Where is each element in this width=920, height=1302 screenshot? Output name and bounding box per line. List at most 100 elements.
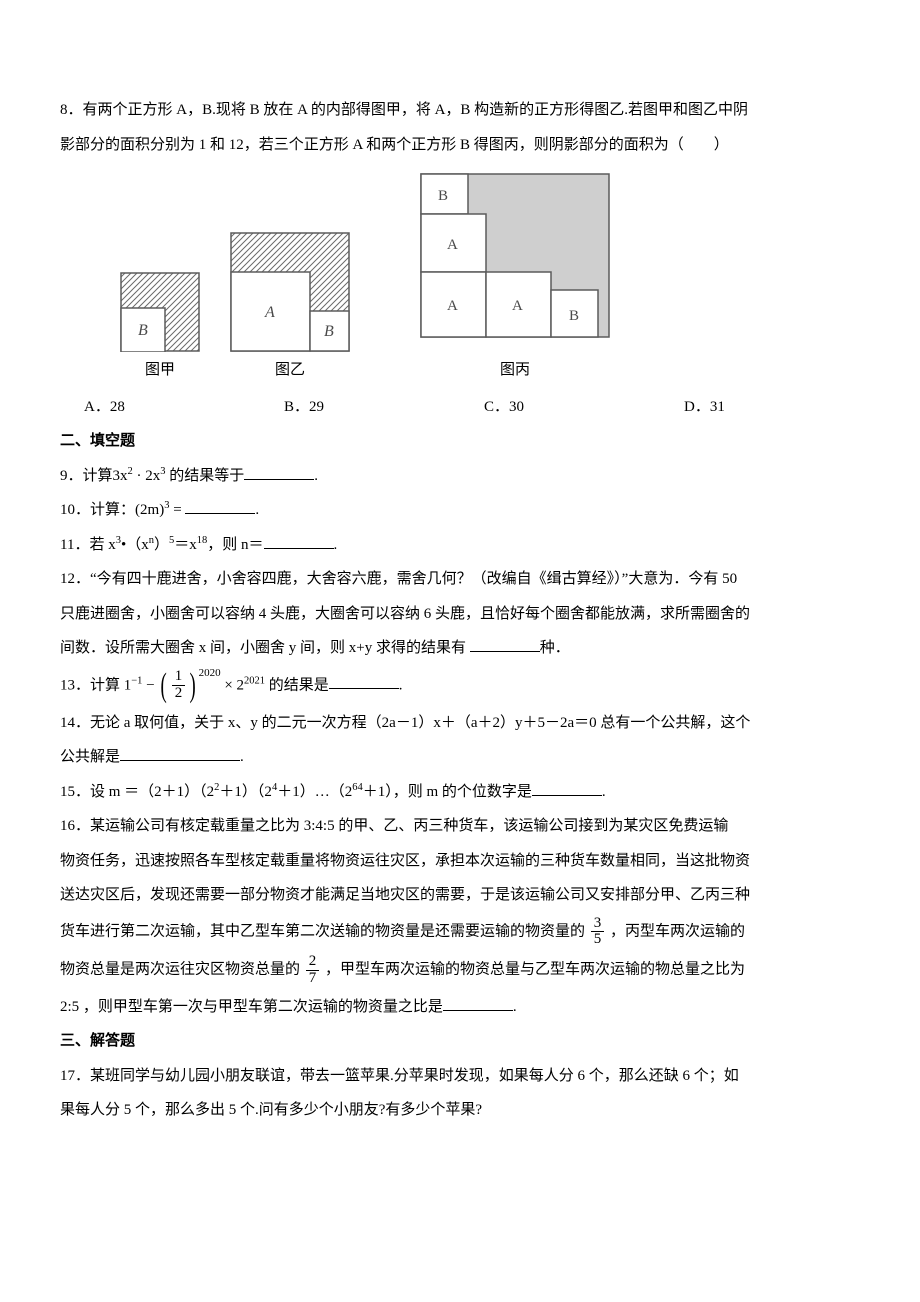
- q15-p1: ＋1）（2: [219, 784, 272, 800]
- fig-yi-label-b: B: [324, 323, 334, 340]
- q9-pre: 9．计算: [60, 468, 113, 484]
- q8-options: A．28 B．29 C．30 D．31: [60, 393, 860, 422]
- q14-l2: 公共解是.: [60, 743, 860, 772]
- q13-minus: −: [142, 677, 158, 693]
- svg-text:B: B: [569, 308, 579, 324]
- q14-blank: [120, 745, 240, 761]
- q10-eq: =: [169, 502, 185, 518]
- q13-half-d: 2: [172, 686, 186, 702]
- svg-text:A: A: [512, 298, 523, 314]
- q13-blank: [329, 673, 399, 689]
- q9-mid: · 2x: [133, 468, 161, 484]
- q16-l5a: 物资总量是两次运往灾区物资总量的: [60, 962, 304, 978]
- q16-l6: 2:5 ，则甲型车第一次与甲型车第二次运输的物资量之比是.: [60, 993, 860, 1022]
- section-answer: 三、解答题: [60, 1027, 860, 1056]
- q13: 13．计算 1 −1 − ( 1 2 )2020 × 22021 的结果是.: [60, 669, 860, 703]
- q11-tail: .: [334, 537, 338, 553]
- fig-yi-svg: A B: [230, 232, 350, 352]
- q16-l2: 物资任务，迅速按照各车型核定载重量将物资运往灾区，承担本次运输的三种货车数量相同…: [60, 847, 860, 876]
- q10: 10．计算：(2m)3 = .: [60, 496, 860, 525]
- q15-pre: 15．设 m ＝（2＋1）（2: [60, 784, 214, 800]
- q8-figures: B 图甲 A B 图乙: [120, 173, 860, 385]
- q16-l4: 货车进行第二次运输，其中乙型车第二次送输的物资量是还需要运输的物资量的 3 5 …: [60, 916, 860, 949]
- fig-bing-wrap: B A A A B 图丙: [420, 173, 610, 385]
- q15-blank: [532, 780, 602, 796]
- q11-m1: •（x: [121, 537, 149, 553]
- q11-post: ，则 n＝: [207, 537, 263, 553]
- q8-line1: 8．有两个正方形 A，B.现将 B 放在 A 的内部得图甲，将 A，B 构造新的…: [60, 96, 860, 125]
- q12-l1: 12．“今有四十鹿进舍，小舍容四鹿，大舍容六鹿，需舍几何？（改编自《缉古算经》）…: [60, 565, 860, 594]
- fig-jia-wrap: B 图甲: [120, 272, 200, 385]
- q16-f35: 3 5: [591, 916, 605, 949]
- q9-e1: 3x: [113, 468, 128, 484]
- fig-yi-caption: 图乙: [275, 356, 305, 385]
- q8-opt-c: C．30: [460, 393, 660, 422]
- fig-jia-yi-pair: B 图甲 A B 图乙: [120, 232, 350, 385]
- q16-l4b: ，丙型车两次运输的: [606, 923, 745, 939]
- q16-blank: [443, 995, 513, 1011]
- q12-l3a: 间数．设所需大圈舍 x 间，小圈舍 y 间，则 x+y 求得的结果有: [60, 640, 470, 656]
- fig-yi-label-a: A: [264, 304, 275, 321]
- q8-opt-d: D．31: [660, 393, 860, 422]
- q10-tail: .: [255, 502, 259, 518]
- q13-times: × 2: [221, 677, 244, 693]
- q13-half-n: 1: [172, 669, 186, 686]
- q12-blank: [470, 636, 540, 652]
- q9-blank: [244, 464, 314, 480]
- q12-l3: 间数．设所需大圈舍 x 间，小圈舍 y 间，则 x+y 求得的结果有 种．: [60, 634, 860, 663]
- q16-f35n: 3: [591, 916, 605, 933]
- q16-f35d: 5: [591, 932, 605, 948]
- q9: 9．计算3x2 · 2x3 的结果等于.: [60, 462, 860, 491]
- q16-l5b: ，甲型车两次运输的物资总量与乙型车两次运输的物总量之比为: [321, 962, 745, 978]
- q15-p3: ＋1），则 m 的个位数字是: [363, 784, 532, 800]
- q11: 11．若 x3•（xn）5＝x18，则 n＝.: [60, 531, 860, 560]
- svg-text:A: A: [447, 298, 458, 314]
- q16-l3: 送达灾区后，发现还需要一部分物资才能满足当地灾区的需要，于是该运输公司又安排部分…: [60, 881, 860, 910]
- q13-rparen: ): [190, 669, 196, 703]
- q16-l5: 物资总量是两次运往灾区物资总量的 2 7 ，甲型车两次运输的物资总量与乙型车两次…: [60, 954, 860, 987]
- q15-s64: 64: [352, 782, 363, 793]
- q16-l6b: .: [513, 999, 517, 1015]
- q8-line2: 影部分的面积分别为 1 和 12，若三个正方形 A 和两个正方形 B 得图丙，则…: [60, 131, 860, 160]
- q11-blank: [264, 533, 334, 549]
- q12-l3b: 种．: [540, 640, 570, 656]
- q13-e2021: 2021: [244, 675, 265, 686]
- q15: 15．设 m ＝（2＋1）（22＋1）（24＋1）…（264＋1），则 m 的个…: [60, 778, 860, 807]
- q13-neg1: −1: [131, 675, 142, 686]
- q11-m2: ）: [154, 537, 169, 553]
- q13-half: 1 2: [172, 669, 186, 702]
- q10-inner: 2m: [140, 502, 159, 518]
- q8-opt-b: B．29: [260, 393, 460, 422]
- q15-p2: ＋1）…（2: [277, 784, 352, 800]
- q11-m3: ＝x: [174, 537, 197, 553]
- q14-l2a: 公共解是: [60, 749, 120, 765]
- q12-l2: 只鹿进圈舍，小圈舍可以容纳 4 头鹿，大圈舍可以容纳 6 头鹿，且恰好每个圈舍都…: [60, 600, 860, 629]
- svg-text:A: A: [447, 237, 458, 253]
- q8-opt-a: A．28: [60, 393, 260, 422]
- q16-l1: 16．某运输公司有核定载重量之比为 3:4:5 的甲、乙、丙三种货车，该运输公司…: [60, 812, 860, 841]
- q11-s18: 18: [197, 535, 208, 546]
- q14-l2b: .: [240, 749, 244, 765]
- q13-pre: 13．计算: [60, 677, 124, 693]
- q13-e2020: 2020: [199, 667, 221, 679]
- section-fill: 二、填空题: [60, 427, 860, 456]
- svg-text:B: B: [438, 188, 448, 204]
- q14-l1: 14．无论 a 取何值，关于 x、y 的二元一次方程（2a－1）x＋（a＋2）y…: [60, 709, 860, 738]
- q15-tail: .: [602, 784, 606, 800]
- q16-l4a: 货车进行第二次运输，其中乙型车第二次送输的物资量是还需要运输的物资量的: [60, 923, 589, 939]
- fig-jia-caption: 图甲: [145, 356, 175, 385]
- q16-l6a: 2:5 ，则甲型车第一次与甲型车第二次运输的物资量之比是: [60, 999, 443, 1015]
- fig-bing-svg: B A A A B: [420, 173, 610, 338]
- q13-post: 的结果是: [265, 677, 329, 693]
- q11-pre: 11．若 x: [60, 537, 116, 553]
- q16-f27: 2 7: [306, 954, 320, 987]
- q16-f27n: 2: [306, 954, 320, 971]
- fig-yi-wrap: A B 图乙: [230, 232, 350, 385]
- fig-jia-label-b: B: [138, 322, 148, 339]
- q13-lparen: (: [161, 669, 167, 703]
- q17-l1: 17．某班同学与幼儿园小朋友联谊，带去一篮苹果.分苹果时发现，如果每人分 6 个…: [60, 1062, 860, 1091]
- q10-pre: 10．计算：: [60, 502, 135, 518]
- q13-tail: .: [399, 677, 403, 693]
- q17-l2: 果每人分 5 个，那么多出 5 个.问有多少个小朋友?有多少个苹果?: [60, 1096, 860, 1125]
- q9-post: 的结果等于: [166, 468, 245, 484]
